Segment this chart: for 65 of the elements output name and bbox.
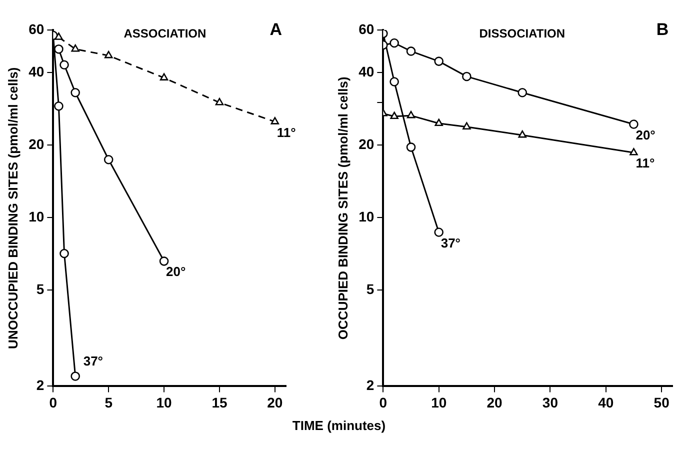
y-tick-label: 60 <box>28 20 44 37</box>
point <box>104 154 114 164</box>
x-axis-title: TIME (minutes) <box>291 418 387 433</box>
annotation: 20° <box>166 264 186 280</box>
point <box>406 46 416 56</box>
point <box>70 372 80 381</box>
point <box>518 88 528 98</box>
point <box>406 110 416 118</box>
point <box>462 122 471 130</box>
annotation: 37° <box>83 353 104 368</box>
chart-title: A <box>270 20 282 40</box>
y-axis-title: OCCUPIED BINDING SITES (pmol/ml cells) <box>335 76 350 340</box>
annotation: 20° <box>636 127 656 142</box>
y-axis-title: UNOCCUPIED BINDING SITES (pmol/ml cells) <box>5 67 20 349</box>
point <box>434 118 443 126</box>
point <box>434 56 444 66</box>
y-tick-label: 10 <box>28 208 44 225</box>
point <box>406 142 416 152</box>
y-tick-label: 60 <box>358 20 374 37</box>
x-tick-label: 50 <box>654 394 670 410</box>
y-tick-label: 5 <box>366 281 374 298</box>
point <box>518 130 526 138</box>
point <box>54 44 64 54</box>
point <box>159 256 169 266</box>
point <box>70 88 80 98</box>
chart-title: B <box>656 20 669 40</box>
point <box>390 77 399 86</box>
y-tick-label: 20 <box>358 136 374 152</box>
y-tick-label: 5 <box>36 281 44 298</box>
y-tick-label: 40 <box>28 63 44 80</box>
y-tick-label: 20 <box>28 136 44 152</box>
point <box>462 72 472 82</box>
point <box>160 73 168 80</box>
x-tick-label: 10 <box>156 394 172 410</box>
point <box>390 38 399 48</box>
point <box>60 248 69 258</box>
point <box>215 98 224 106</box>
point <box>54 101 64 111</box>
x-tick-label: 20 <box>267 394 283 410</box>
y-tick-label: 2 <box>366 377 374 394</box>
x-tick-label: 30 <box>542 394 558 410</box>
x-tick-label: 5 <box>104 394 113 410</box>
annotation: 11° <box>276 124 296 140</box>
point <box>54 32 63 40</box>
point <box>434 228 444 237</box>
point <box>104 50 113 58</box>
point <box>71 44 80 52</box>
x-tick-label: 15 <box>212 394 228 410</box>
x-tick-label: 0 <box>379 394 388 410</box>
y-tick-label: 10 <box>358 208 374 225</box>
x-tick-label: 0 <box>49 394 58 410</box>
point <box>60 60 69 70</box>
point <box>630 148 638 156</box>
chart-subtitle: ASSOCIATION <box>124 26 206 40</box>
point <box>390 112 398 120</box>
annotation: 37° <box>440 235 461 250</box>
annotation: 11° <box>636 156 655 171</box>
point <box>270 117 280 124</box>
x-tick-label: 40 <box>598 394 614 410</box>
point <box>629 120 638 129</box>
y-tick-label: 40 <box>358 63 374 80</box>
chart-subtitle: DISSOCIATION <box>479 26 566 40</box>
y-tick-label: 2 <box>36 377 44 394</box>
x-tick-label: 10 <box>431 394 447 410</box>
x-tick-label: 20 <box>486 394 503 410</box>
